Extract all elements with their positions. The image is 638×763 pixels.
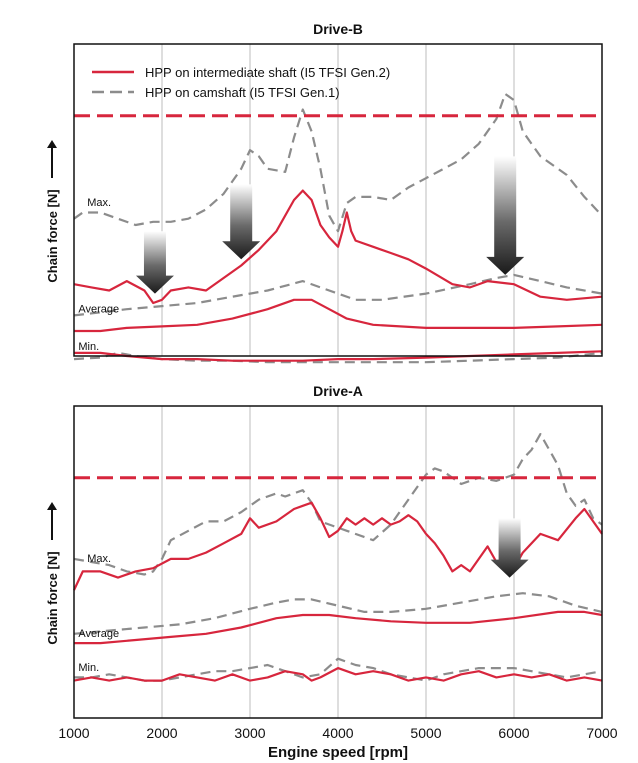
panel-drive-b-series-gen1-min xyxy=(73,351,603,364)
x-axis-label: Engine speed [rpm] xyxy=(268,744,408,761)
panel-drive-b-series-gen1-avg xyxy=(73,273,603,317)
panel-drive-a-frame xyxy=(73,405,603,719)
panel-drive-b-label-min: Min. xyxy=(78,341,99,353)
panel-drive-b-ylabel: Chain force [N] xyxy=(45,189,60,282)
panel-drive-b-series-gen2-avg xyxy=(74,298,603,333)
panel-drive-a-ylabel-arrow-icon xyxy=(47,502,57,510)
panel-drive-b-title: Drive-B xyxy=(313,21,363,37)
x-tick-2000: 2000 xyxy=(146,725,177,741)
x-tick-7000: 7000 xyxy=(586,725,617,741)
panel-drive-b-series-gen2-max xyxy=(73,189,603,305)
panel-drive-a-series-gen1-avg xyxy=(73,592,603,635)
panel-drive-a-title: Drive-A xyxy=(313,383,363,399)
panel-drive-b-series-gen2-min xyxy=(74,350,603,362)
panel-drive-a-label-max: Max. xyxy=(87,553,111,565)
panel-drive-b-ylabel-arrow-icon xyxy=(47,140,57,148)
panel-drive-a-label-min: Min. xyxy=(78,662,99,674)
x-tick-3000: 3000 xyxy=(234,725,265,741)
x-tick-4000: 4000 xyxy=(322,725,353,741)
panel-drive-b-down-arrow-icon-2 xyxy=(222,184,261,260)
panel-drive-a-label-average: Average xyxy=(78,628,119,640)
legend-entry-2: HPP on camshaft (I5 TFSI Gen.1) xyxy=(145,85,340,100)
legend-entry-1: HPP on intermediate shaft (I5 TFSI Gen.2… xyxy=(145,65,390,80)
panel-drive-b-label-average: Average xyxy=(78,303,119,315)
panel-drive-b-frame xyxy=(73,43,603,357)
panel-drive-b-down-arrow-icon-3 xyxy=(486,156,525,275)
panel-drive-a-ylabel: Chain force [N] xyxy=(45,551,60,644)
panel-drive-a-down-arrow-icon-1 xyxy=(490,518,529,578)
x-tick-5000: 5000 xyxy=(410,725,441,741)
panel-drive-b-down-arrow-icon-1 xyxy=(135,231,174,294)
panel-drive-a-series-gen1-max xyxy=(73,433,603,576)
panel-drive-a-series-gen2-avg xyxy=(74,610,603,645)
panel-drive-b-label-max: Max. xyxy=(87,197,111,209)
panel-drive-a-series-gen2-min xyxy=(73,667,603,682)
x-tick-6000: 6000 xyxy=(498,725,529,741)
x-tick-1000: 1000 xyxy=(58,725,89,741)
panel-drive-b-series-gen1-max xyxy=(73,92,603,233)
